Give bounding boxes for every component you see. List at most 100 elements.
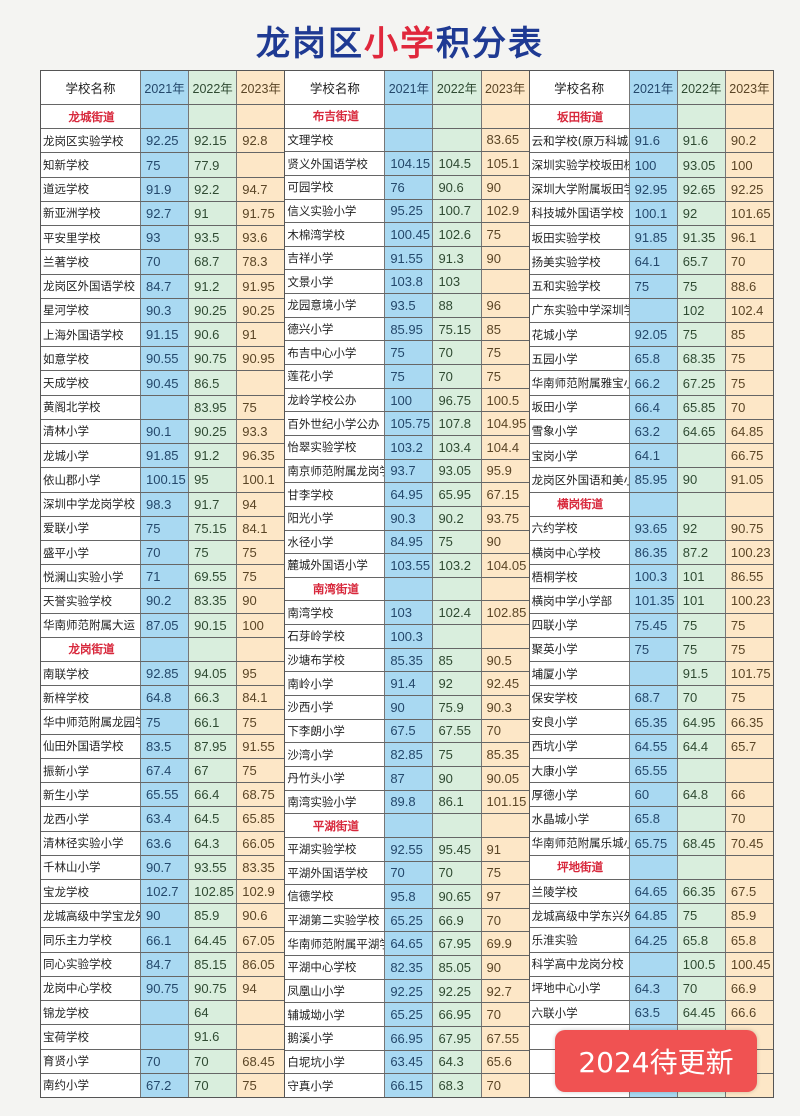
score-2022: 66.95 [433, 1003, 482, 1026]
score-2022: 92.25 [433, 979, 482, 1003]
score-2021: 84.7 [141, 952, 190, 976]
score-2022: 86.5 [189, 371, 238, 395]
table-row: 坂田实验学校 91.85 91.35 96.1 [529, 226, 773, 251]
score-2021: 64.85 [629, 904, 678, 928]
score-2023: 85.35 [481, 743, 529, 766]
school-name: 科技城外国语学校 [530, 201, 630, 226]
school-name: 新生小学 [41, 783, 141, 807]
table-row: 宝荷学校 91.6 [41, 1025, 285, 1050]
score-2022: 64.8 [677, 783, 726, 807]
score-2023: 96.1 [725, 226, 773, 250]
score-2023: 75 [481, 223, 529, 246]
score-2021: 103.8 [385, 270, 434, 294]
score-2021: 90 [141, 904, 190, 928]
score-2023: 91 [481, 837, 529, 861]
header-year: 2021年 [629, 71, 678, 104]
score-2021: 92.7 [141, 201, 190, 226]
school-name: 广东实验中学深圳学校 [530, 298, 630, 322]
title-part1: 龙岗区 [256, 24, 364, 64]
score-2023: 66.75 [725, 444, 773, 468]
score-2022: 75.15 [189, 516, 238, 540]
score-2023: 64.85 [725, 419, 773, 444]
score-2023: 102.85 [481, 601, 529, 625]
table-row: 沙塘布学校 85.35 85 90.5 [285, 648, 529, 673]
school-name: 保安学校 [530, 686, 630, 710]
school-name: 天誉实验学校 [41, 589, 141, 613]
score-2022 [677, 444, 726, 468]
score-2023: 100 [237, 613, 285, 637]
score-2023: 67.5 [725, 880, 773, 904]
score-2023: 90.95 [237, 347, 285, 371]
table-row: 辅城坳小学 65.25 66.95 70 [285, 1003, 529, 1027]
score-2021: 91.15 [141, 322, 190, 347]
school-name: 龙岗中心学校 [41, 976, 141, 1001]
score-2021: 84.95 [385, 530, 434, 554]
score-2023: 100.23 [725, 589, 773, 613]
school-name: 天成学校 [41, 371, 141, 395]
table-row: 龙城高级中学宝龙外国语9085.990.6 [41, 904, 285, 929]
empty-cell [677, 492, 726, 516]
table-row: 龙西小学 63.4 64.5 65.85 [41, 807, 285, 832]
school-name: 平湖第二实验学校 [285, 908, 386, 932]
school-name: 龙岗区外国语学校 [41, 274, 141, 298]
score-2023: 70.45 [725, 831, 773, 855]
school-name: 兰著学校 [41, 250, 141, 274]
table-row: 悦澜山实验小学 71 69.55 75 [41, 565, 285, 590]
score-2023: 84.1 [237, 516, 285, 540]
score-2022: 103.2 [433, 554, 482, 577]
score-2022: 92.2 [189, 177, 238, 201]
school-name: 扬美实验学校 [530, 250, 630, 274]
score-table: 学校名称 2021年 2022年 2023年 龙城街道 龙岗区实验学校 92.25 92.15… [40, 70, 774, 1098]
table-row: 道远学校 91.9 92.2 94.7 [41, 177, 285, 202]
table-row: 吉祥小学 91.55 91.3 90 [285, 246, 529, 271]
school-name: 信德学校 [285, 885, 386, 908]
table-row: 振新小学 67.4 67 75 [41, 758, 285, 784]
score-2022: 68.45 [677, 831, 726, 855]
table-row: 兰著学校 70 68.7 78.3 [41, 250, 285, 275]
score-2021: 90.45 [141, 371, 190, 395]
score-2023: 65.8 [725, 928, 773, 952]
table-row: 文理学校 83.65 [285, 128, 529, 153]
score-2023: 101.65 [725, 201, 773, 226]
score-2023: 66.05 [237, 831, 285, 855]
score-2021: 92.05 [629, 322, 678, 347]
score-2021: 63.6 [141, 831, 190, 855]
score-2023: 91.75 [237, 201, 285, 226]
score-2021 [385, 128, 434, 152]
table-column: 学校名称 2021年 2022年 2023年 布吉街道 文理学校 83.65 贤义外国语学校 1… [285, 71, 530, 1097]
score-2023: 78.3 [237, 250, 285, 274]
score-2022: 83.35 [189, 589, 238, 613]
table-row: 信德学校 95.8 90.65 97 [285, 885, 529, 909]
table-row: 云和学校(原万科城实验)91.691.690.2 [529, 129, 773, 154]
empty-cell [385, 577, 434, 601]
score-2023: 75 [725, 686, 773, 710]
district-section-row: 布吉街道 [285, 105, 529, 129]
score-2021: 70 [141, 250, 190, 274]
school-name: 清林径实验小学 [41, 831, 141, 855]
score-2021: 93.65 [629, 516, 678, 540]
school-name: 星河学校 [41, 298, 141, 322]
score-2023: 90.5 [481, 648, 529, 672]
score-2023: 75 [725, 613, 773, 637]
score-2023: 105.1 [481, 152, 529, 175]
score-2023: 75 [725, 637, 773, 662]
header-year: 2023年 [481, 71, 529, 104]
score-2022: 67.55 [433, 719, 482, 743]
table-row: 千林山小学 90.7 93.55 83.35 [41, 855, 285, 880]
school-name: 贤义外国语学校 [285, 152, 386, 175]
score-2023: 65.85 [237, 807, 285, 831]
score-2021: 66.95 [385, 1026, 434, 1050]
table-row: 上海外国语学校 91.15 90.6 91 [41, 322, 285, 348]
school-name: 爱联小学 [41, 516, 141, 540]
empty-cell [629, 492, 678, 516]
school-name: 龙城小学 [41, 444, 141, 468]
table-row: 南约小学 67.2 70 75 [41, 1073, 285, 1097]
score-2023: 84.1 [237, 686, 285, 710]
score-2022: 102.6 [433, 223, 482, 246]
table-row: 信义实验小学 95.25 100.7 102.9 [285, 199, 529, 224]
score-2022: 90.25 [189, 419, 238, 444]
score-2023: 102.9 [237, 880, 285, 904]
